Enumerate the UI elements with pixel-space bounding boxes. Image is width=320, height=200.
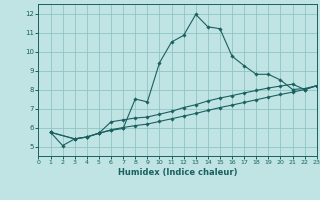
X-axis label: Humidex (Indice chaleur): Humidex (Indice chaleur) <box>118 168 237 177</box>
